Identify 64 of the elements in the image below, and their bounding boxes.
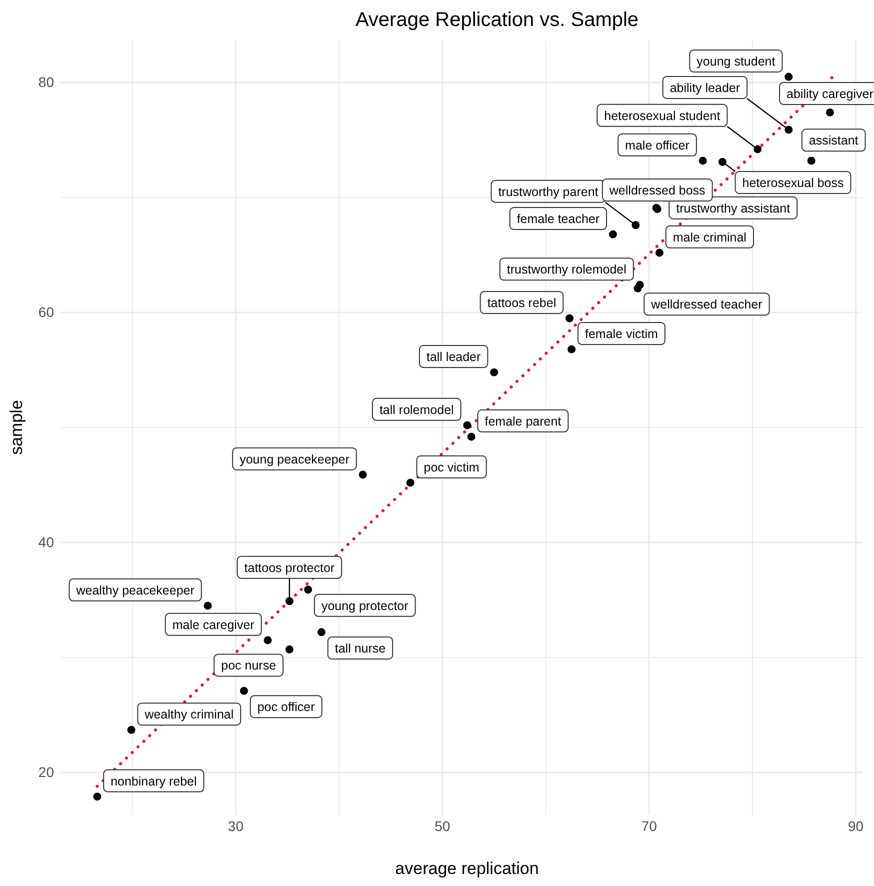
annotation: poc victim — [424, 460, 480, 474]
annotation: trustworthy parent — [498, 184, 599, 199]
annotation: poc nurse — [221, 658, 276, 673]
annotation: young peacekeeper — [240, 452, 350, 466]
annotation: male officer — [625, 138, 690, 152]
y-tick-label: 60 — [38, 304, 54, 320]
annotation: trustworthy rolemodel — [506, 262, 626, 277]
point — [317, 628, 326, 636]
point — [655, 248, 664, 257]
annotation: female victim — [584, 327, 658, 342]
x-tick-label: 70 — [641, 818, 658, 834]
x-tick-label: 30 — [228, 818, 244, 834]
point — [467, 432, 476, 441]
point — [204, 602, 212, 610]
annotation: tall nurse — [334, 641, 386, 656]
point — [463, 421, 472, 430]
annotation: ability caregiver — [786, 86, 874, 101]
annotation: young protector — [321, 598, 408, 613]
annotation: nonbinary rebel — [110, 774, 197, 788]
annotation: wealthy criminal — [144, 708, 234, 722]
point — [304, 586, 312, 594]
point — [490, 368, 498, 376]
annotation: welldressed teacher — [650, 298, 762, 312]
point — [264, 636, 272, 644]
point — [285, 645, 294, 654]
point — [127, 726, 136, 734]
annotation: female teacher — [516, 212, 600, 226]
annotation: male caregiver — [172, 618, 254, 632]
annotation: tattoos protector — [244, 560, 335, 575]
y-tick-label: 80 — [38, 74, 54, 90]
point — [358, 470, 367, 479]
annotation: wealthy peacekeeper — [75, 583, 194, 598]
annotation: heterosexual student — [604, 108, 721, 123]
annotation: male criminal — [672, 230, 746, 244]
annotation: tall rolemodel — [379, 402, 454, 417]
annotation: assistant — [808, 134, 859, 148]
point — [634, 284, 642, 292]
x-tick-label: 90 — [848, 818, 864, 834]
point — [784, 72, 793, 81]
annotation: trustworthy assistant — [676, 201, 791, 216]
y-tick-label: 20 — [38, 764, 54, 780]
y-tick-label: 40 — [38, 534, 54, 550]
annotation: tattoos rebel — [487, 296, 556, 310]
point — [807, 156, 816, 165]
annotation: welldressed boss — [608, 184, 706, 198]
point — [826, 108, 834, 116]
point — [698, 156, 707, 165]
annotation: ability leader — [670, 80, 740, 95]
point — [285, 597, 294, 606]
annotation: heterosexual boss — [742, 176, 844, 190]
x-tick-label: 50 — [434, 818, 450, 834]
point — [608, 230, 617, 238]
annotation: tall leader — [426, 350, 481, 364]
chart-title: Average Replication vs. Sample — [355, 9, 639, 31]
x-axis-title: average replication — [395, 859, 539, 878]
point — [406, 478, 414, 487]
point — [568, 345, 576, 354]
annotation: young student — [696, 54, 776, 68]
point — [240, 686, 248, 695]
point — [566, 314, 574, 322]
annotation: female parent — [484, 414, 562, 428]
annotation: poc officer — [257, 700, 315, 714]
y-axis-title: sample — [7, 400, 26, 455]
point — [93, 792, 102, 801]
